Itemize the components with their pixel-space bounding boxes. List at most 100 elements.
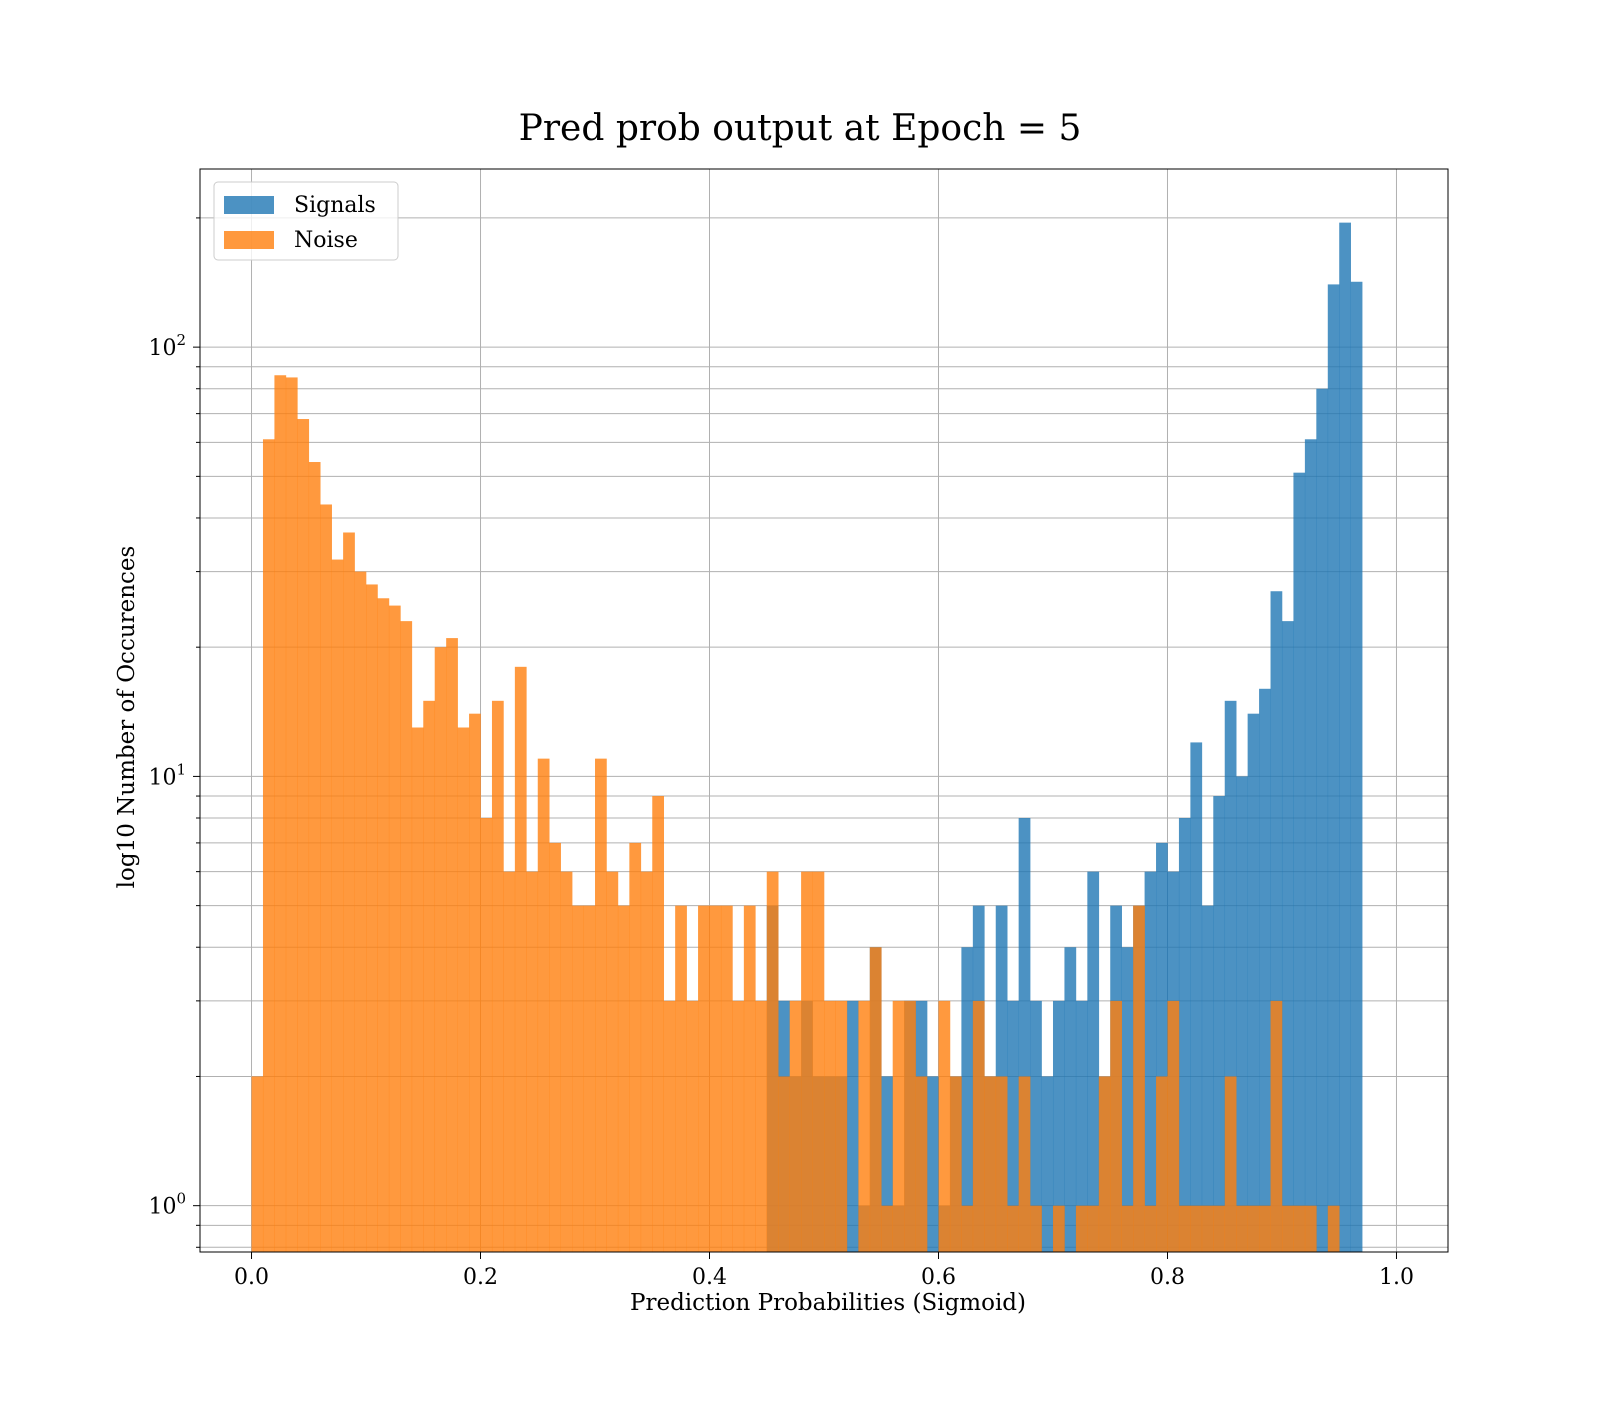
bar-noise <box>755 1000 768 1252</box>
bar-noise <box>1224 1076 1237 1252</box>
bar-noise <box>938 1000 951 1252</box>
bar-signals <box>1144 871 1157 1252</box>
bar-noise <box>423 700 436 1252</box>
bar-noise <box>331 559 344 1252</box>
bar-signals <box>1247 713 1260 1252</box>
bar-noise <box>709 905 722 1252</box>
bar-noise <box>835 1000 848 1252</box>
bar-noise <box>812 871 825 1252</box>
bar-signals <box>1270 591 1283 1252</box>
bar-noise <box>549 842 561 1252</box>
bar-noise <box>1281 1205 1294 1252</box>
bar-noise <box>377 598 390 1252</box>
bar-signals <box>1293 472 1306 1252</box>
legend: Signals Noise <box>213 181 399 261</box>
x-tick-label: 0.4 <box>692 1265 727 1290</box>
bar-noise <box>789 1000 802 1252</box>
x-tick-label: 0.2 <box>463 1265 498 1290</box>
bar-noise <box>915 1076 928 1252</box>
bar-noise <box>469 713 481 1252</box>
bar-noise <box>732 1000 745 1252</box>
bar-noise <box>354 571 367 1252</box>
bar-signals <box>927 1076 939 1252</box>
bar-noise <box>480 818 493 1252</box>
bar-noise <box>1018 1076 1031 1252</box>
bar-signals <box>1339 222 1351 1252</box>
x-tick-label: 0.6 <box>921 1265 956 1290</box>
bar-noise <box>1293 1205 1306 1252</box>
plot-frame <box>199 168 1449 1253</box>
bar-noise <box>961 1205 974 1252</box>
bar-noise <box>606 871 619 1252</box>
bar-noise <box>663 1000 676 1252</box>
bar-noise <box>366 584 378 1252</box>
bar-signals <box>1213 796 1226 1252</box>
bar-signals <box>1350 281 1363 1252</box>
bar-noise <box>1030 1205 1042 1252</box>
bar-noise <box>629 842 642 1252</box>
bar-noise <box>1075 1205 1088 1252</box>
bar-noise <box>457 727 470 1252</box>
bar-signals <box>1259 688 1271 1252</box>
bar-signals <box>1075 1000 1088 1252</box>
bar-noise <box>720 905 733 1252</box>
bar-noise <box>1201 1205 1214 1252</box>
bar-noise <box>1178 1205 1191 1252</box>
bar-signals <box>1190 742 1203 1252</box>
bar-noise <box>595 758 607 1252</box>
bar-signals <box>1201 905 1214 1252</box>
bar-noise <box>869 947 882 1252</box>
bar-noise <box>640 871 653 1252</box>
bar-noise <box>617 905 630 1252</box>
bar-noise <box>1259 1205 1271 1252</box>
bar-noise <box>297 419 310 1252</box>
bar-noise <box>778 1076 790 1252</box>
bar-noise <box>1247 1205 1260 1252</box>
bar-signals <box>961 947 974 1252</box>
bar-signals <box>1087 871 1100 1252</box>
bar-noise <box>1327 1205 1340 1252</box>
bar-noise <box>251 1076 264 1252</box>
bar-noise <box>1087 1205 1100 1252</box>
bar-noise <box>881 1205 893 1252</box>
bar-noise <box>503 871 516 1252</box>
bar-noise <box>1121 1205 1134 1252</box>
bar-noise <box>537 758 550 1252</box>
bar-noise <box>560 871 573 1252</box>
bar-signals <box>1018 818 1031 1252</box>
x-axis-label: Prediction Probabilities (Sigmoid) <box>630 1290 1026 1316</box>
x-tick-label: 0.0 <box>234 1265 269 1290</box>
bar-signals <box>1178 818 1191 1252</box>
bar-noise <box>388 605 401 1252</box>
bar-noise <box>1052 1205 1065 1252</box>
bar-noise <box>1144 1205 1157 1252</box>
bar-noise <box>1156 1076 1168 1252</box>
bar-signals <box>1052 1000 1065 1252</box>
legend-label: Noise <box>294 228 358 253</box>
bar-noise <box>343 532 355 1252</box>
bar-noise <box>675 905 687 1252</box>
bar-signals <box>1121 947 1134 1252</box>
bar-signals <box>1304 439 1317 1252</box>
x-tick-label: 1.0 <box>1379 1265 1414 1290</box>
legend-swatch <box>224 231 274 249</box>
series-noise <box>251 375 1340 1253</box>
y-tick-label: 102 <box>148 331 186 361</box>
bar-signals <box>1236 776 1248 1252</box>
bar-noise <box>801 871 813 1252</box>
bar-noise <box>1007 1205 1019 1252</box>
bar-signals <box>846 1000 859 1252</box>
bar-noise <box>1133 905 1145 1252</box>
bar-noise <box>583 905 596 1252</box>
bar-noise <box>320 504 332 1252</box>
bar-noise <box>262 439 275 1252</box>
bar-noise <box>1304 1205 1317 1252</box>
axis-ticks: 0.0 0.2 0.4 0.6 0.8 1.0 100 101 102 <box>148 217 1414 1290</box>
bar-noise <box>285 377 298 1252</box>
y-tick-label: 101 <box>148 760 186 790</box>
bar-noise <box>995 1076 1008 1252</box>
bar-signals <box>1064 947 1077 1252</box>
bar-noise <box>652 796 665 1252</box>
